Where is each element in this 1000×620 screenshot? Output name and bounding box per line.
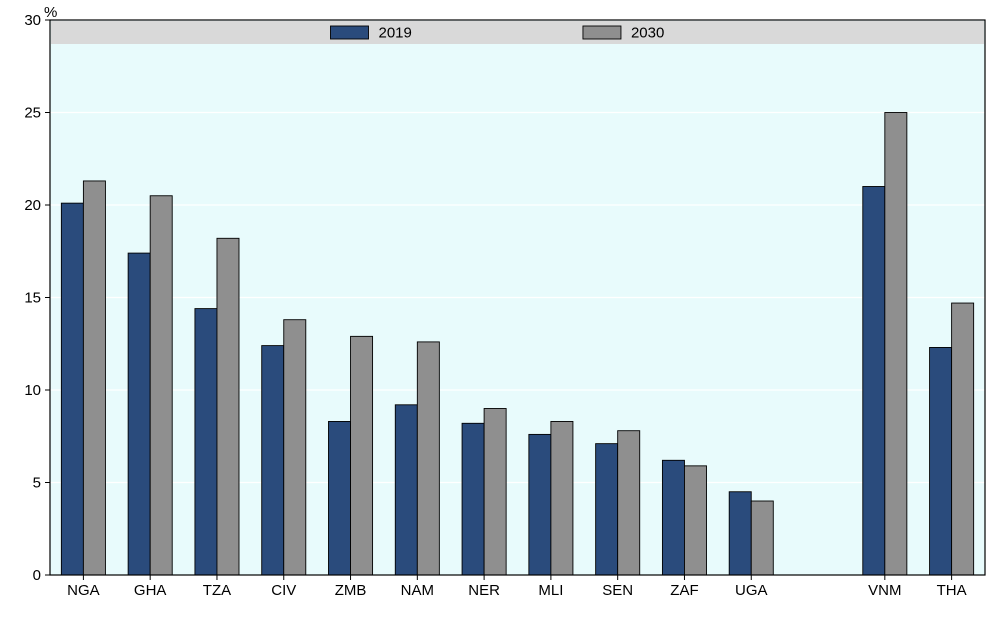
x-tick-label: CIV [271,582,296,599]
bar-2030-uga [751,501,773,575]
chart-container: NGA GHA TZA CIV ZMB NAM NER MLI SEN ZAF UGA VNM THA 0… [0,0,1000,620]
x-tick-label: TZA [203,582,231,599]
x-tick-label: THA [937,582,967,599]
x-tick-label: ZAF [670,582,698,599]
bar-2030-ner [484,409,506,576]
bar-2030-mli [551,421,573,575]
y-tick-label: 20 [24,197,41,214]
y-tick-label: 15 [24,290,41,307]
bar-2019-uga [729,492,751,575]
bar-2019-tha [930,347,952,575]
bar-2019-gha [128,253,150,575]
bar-2019-nga [61,203,83,575]
x-tick-label: ZMB [335,582,367,599]
bar-2030-civ [284,320,306,575]
x-tick-label: UGA [735,582,768,599]
bar-2019-ner [462,423,484,575]
y-tick-label: 5 [33,475,41,492]
x-tick-label: SEN [602,582,633,599]
bar-2030-nam [417,342,439,575]
bar-2019-civ [262,346,284,575]
bar-chart: NGA GHA TZA CIV ZMB NAM NER MLI SEN ZAF UGA VNM THA 0… [0,0,1000,615]
bar-2019-vnm [863,187,885,576]
y-tick-label: 30 [24,12,41,29]
x-tick-label: NGA [67,582,100,599]
bar-2030-nga [83,181,105,575]
bar-2019-zmb [328,421,350,575]
bar-2019-zaf [662,460,684,575]
bar-2019-nam [395,405,417,575]
bar-2019-tza [195,309,217,575]
bar-2030-vnm [885,113,907,576]
bar-2019-mli [529,434,551,575]
bar-2030-tza [217,238,239,575]
x-tick-label: VNM [868,582,901,599]
x-tick-label: MLI [538,582,563,599]
bar-2030-gha [150,196,172,575]
legend-label-2030: 2030 [631,25,664,42]
legend-band [51,21,984,44]
y-tick-label: 10 [24,382,41,399]
y-tick-label: 0 [33,567,41,584]
bar-2030-sen [618,431,640,575]
y-axis-label: % [44,4,57,21]
bar-2030-zaf [684,466,706,575]
legend-label-2019: 2019 [379,25,412,42]
legend-swatch-2030 [583,26,621,39]
x-tick-label: GHA [134,582,167,599]
bar-2019-sen [596,444,618,575]
bar-2030-zmb [351,336,373,575]
bar-2030-tha [952,303,974,575]
y-tick-label: 25 [24,105,41,122]
legend-swatch-2019 [331,26,369,39]
x-tick-label: NAM [401,582,434,599]
x-tick-label: NER [468,582,500,599]
